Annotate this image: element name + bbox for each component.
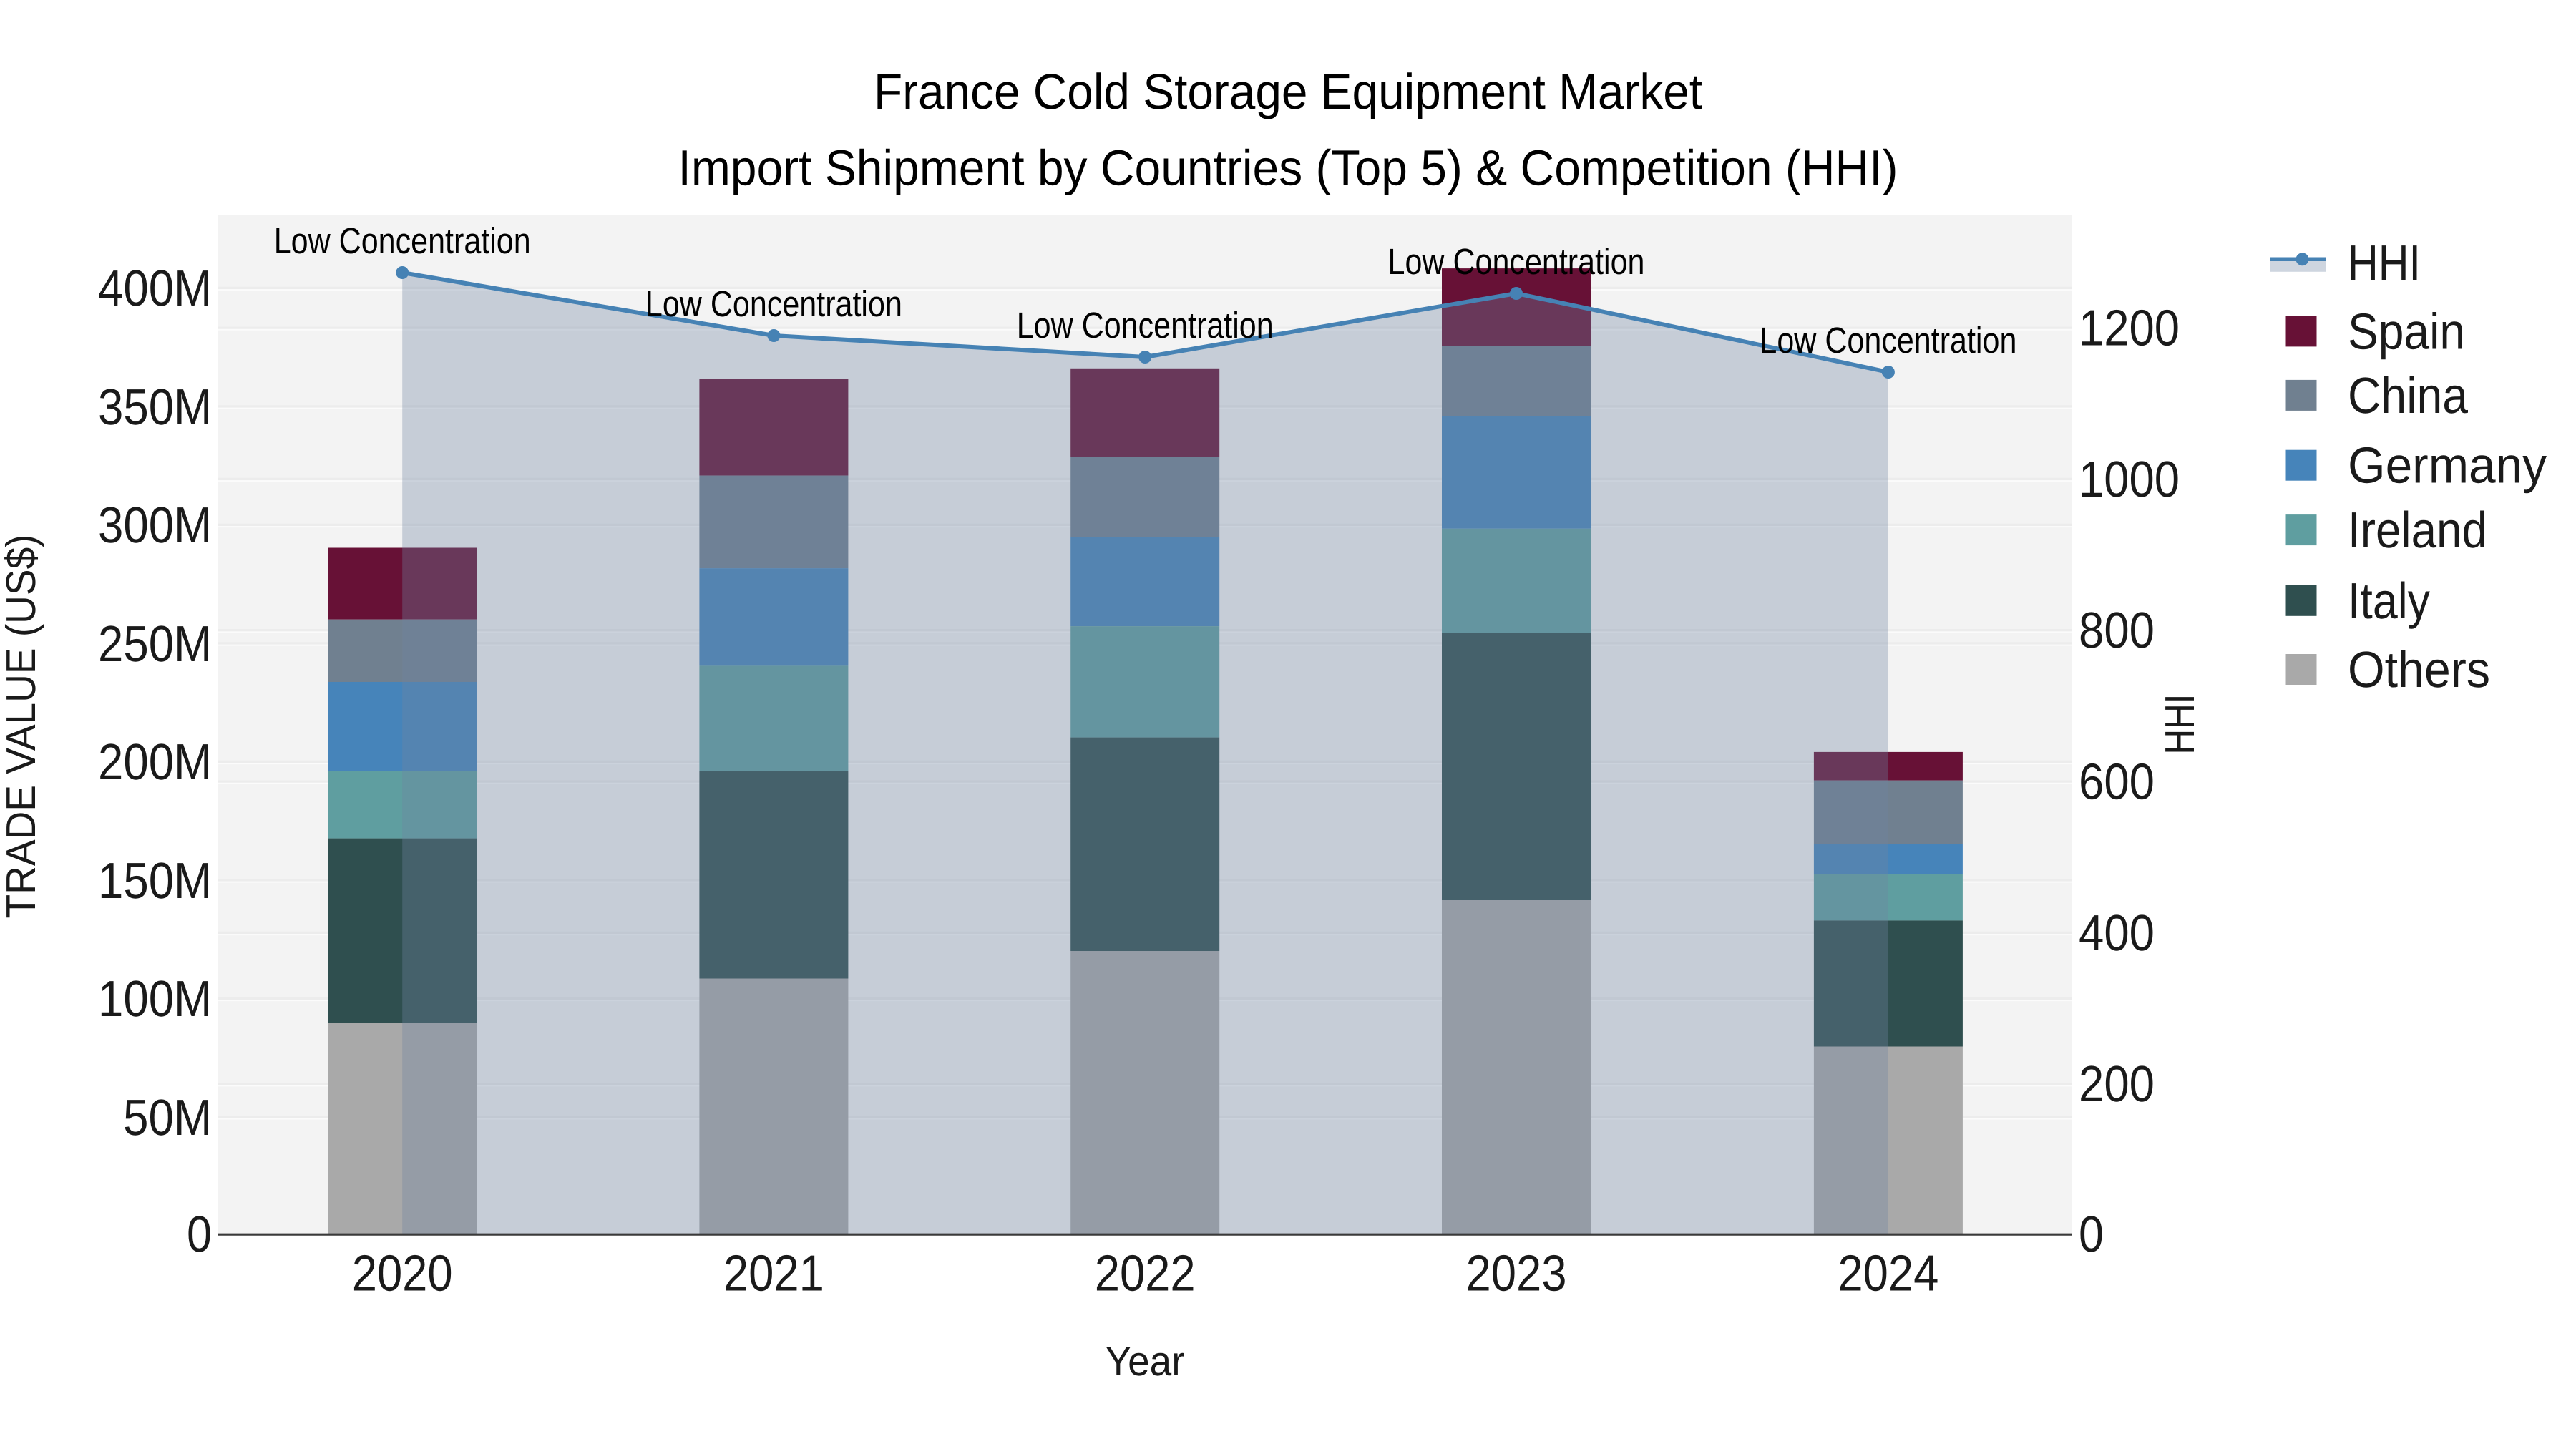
svg-text:1200: 1200 (2079, 301, 2180, 357)
svg-text:HHI: HHI (2348, 235, 2421, 292)
svg-text:2022: 2022 (1095, 1246, 1196, 1302)
svg-text:350M: 350M (98, 379, 212, 436)
svg-text:2023: 2023 (1466, 1246, 1567, 1302)
svg-text:Import Shipment by Countries (: Import Shipment by Countries (Top 5) & C… (678, 140, 1898, 195)
svg-text:200: 200 (2079, 1056, 2155, 1113)
svg-text:HHI: HHI (2157, 694, 2203, 755)
svg-text:Germany: Germany (2348, 438, 2547, 494)
svg-text:1000: 1000 (2079, 452, 2180, 508)
svg-text:Italy: Italy (2348, 573, 2430, 630)
svg-text:Low Concentration: Low Concentration (1760, 320, 2016, 361)
svg-text:Year: Year (1106, 1338, 1185, 1385)
svg-text:600: 600 (2079, 754, 2155, 811)
svg-text:Low Concentration: Low Concentration (274, 220, 531, 261)
svg-text:2024: 2024 (1838, 1246, 1938, 1302)
svg-text:Spain: Spain (2348, 303, 2465, 360)
svg-text:Others: Others (2348, 642, 2490, 698)
svg-text:2021: 2021 (723, 1246, 824, 1302)
svg-text:800: 800 (2079, 602, 2155, 659)
svg-text:400: 400 (2079, 905, 2155, 962)
svg-text:Low Concentration: Low Concentration (645, 283, 902, 324)
svg-text:150M: 150M (98, 853, 212, 909)
svg-text:0: 0 (2079, 1206, 2104, 1263)
svg-text:Low Concentration: Low Concentration (1017, 305, 1274, 346)
svg-text:2020: 2020 (352, 1246, 453, 1302)
svg-text:300M: 300M (98, 497, 212, 554)
svg-text:Ireland: Ireland (2348, 502, 2487, 559)
svg-text:50M: 50M (123, 1090, 212, 1146)
svg-text:200M: 200M (98, 734, 212, 791)
svg-text:100M: 100M (98, 971, 212, 1028)
svg-text:China: China (2348, 368, 2468, 424)
svg-text:France Cold Storage Equipment: France Cold Storage Equipment Market (874, 64, 1702, 119)
svg-text:0: 0 (187, 1206, 212, 1263)
svg-text:TRADE VALUE (US$): TRADE VALUE (US$) (0, 535, 44, 919)
svg-text:Low Concentration: Low Concentration (1388, 241, 1645, 282)
svg-text:400M: 400M (98, 260, 212, 317)
svg-text:250M: 250M (98, 616, 212, 673)
